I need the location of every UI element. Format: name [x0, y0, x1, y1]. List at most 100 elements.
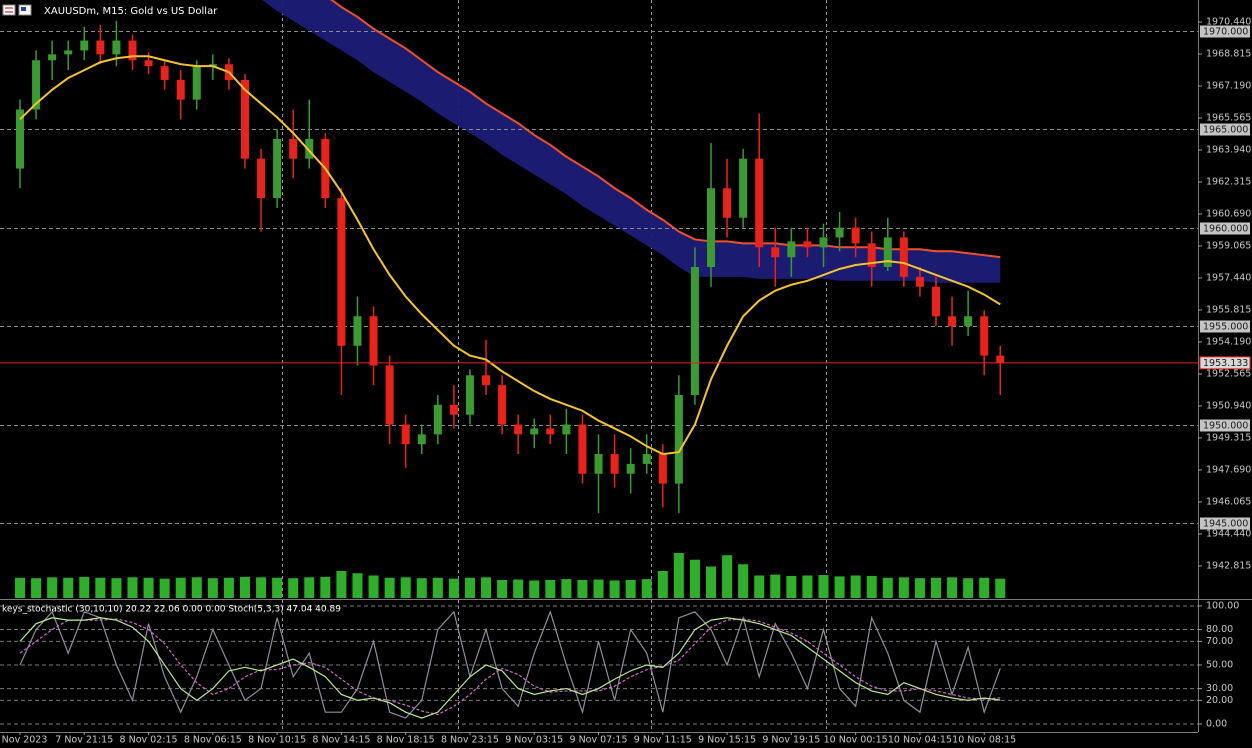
volume-bar: [738, 564, 749, 598]
candle-body: [546, 428, 555, 435]
candle-body: [755, 158, 764, 248]
x-tick-label: 9 Nov 07:15: [570, 735, 628, 746]
candle-body: [578, 424, 587, 474]
moving-average: [19, 55, 1001, 456]
candle-body: [948, 316, 957, 327]
level-label: 1960.000: [1203, 224, 1248, 235]
volume-bar: [288, 578, 299, 598]
y-tick-label: 1963.940: [1206, 145, 1251, 156]
candle-body: [112, 40, 121, 55]
y-tick-label: 0.00: [1206, 718, 1227, 729]
candle-body: [835, 227, 844, 238]
level-tag: [1200, 123, 1250, 136]
volume-bar: [914, 578, 925, 598]
stochastic-pane: [0, 605, 1198, 725]
volume-bar: [448, 578, 459, 598]
y-tick-label: 1952.565: [1206, 369, 1251, 380]
candle-body: [337, 198, 346, 346]
volume-bar: [818, 575, 829, 598]
volume-bar: [898, 577, 909, 598]
candle-body: [353, 316, 362, 346]
indicator-line: [19, 617, 1001, 719]
x-tick-label: 8 Nov 14:15: [312, 735, 370, 746]
y-tick-label: 100.00: [1206, 600, 1239, 611]
level-label: 1965.000: [1203, 125, 1248, 136]
y-tick-label: 1959.065: [1206, 241, 1251, 252]
candle-body: [144, 60, 153, 67]
candle-body: [160, 66, 169, 80]
volume-bar: [979, 577, 990, 598]
y-tick-label: 1944.440: [1206, 529, 1251, 540]
candle-body: [530, 428, 539, 435]
volume-bar: [256, 577, 267, 598]
volume-bar: [722, 555, 733, 598]
last-price-label: 1953.133: [1203, 358, 1248, 369]
y-tick-label: 1970.440: [1206, 17, 1251, 28]
candle-body: [514, 424, 523, 435]
y-tick-label: 1954.190: [1206, 337, 1251, 348]
candle-body: [626, 463, 635, 474]
volume-bar: [802, 575, 813, 598]
volume-bar: [336, 571, 347, 598]
candle-body: [48, 54, 57, 61]
candle-body: [996, 355, 1005, 363]
band-upper-line: [330, 0, 1001, 259]
indicator-line: [19, 618, 1001, 716]
candle-body: [867, 243, 876, 268]
candle-body: [883, 237, 892, 268]
y-tick-label: 30.00: [1206, 683, 1233, 694]
candle-body: [851, 227, 860, 244]
volume-bar: [47, 577, 58, 598]
candle-body: [64, 50, 73, 55]
volume-bar: [159, 578, 170, 598]
volume-bar: [127, 577, 138, 598]
level-label: 1955.000: [1203, 322, 1248, 333]
volume-bar: [400, 577, 411, 598]
level-tag: [1200, 419, 1250, 432]
candle-body: [176, 79, 185, 100]
candle-body: [658, 454, 667, 484]
x-tick-label: 10 Nov 04:15: [888, 735, 952, 746]
x-tick-label: 8 Nov 06:15: [184, 735, 242, 746]
candle-body: [723, 188, 732, 218]
x-tick-label: 9 Nov 03:15: [505, 735, 563, 746]
y-tick-label: 1962.315: [1206, 177, 1251, 188]
volume-bar: [577, 580, 588, 598]
volume-bar: [995, 578, 1006, 598]
candle-body: [964, 316, 973, 327]
volume-bar: [15, 577, 25, 598]
y-tick-label: 1957.440: [1206, 273, 1251, 284]
volume-bar: [497, 580, 508, 598]
volume-bar: [963, 578, 974, 598]
candle-body: [96, 40, 105, 55]
y-tick-label: 1949.315: [1206, 433, 1251, 444]
x-tick-label: 7 Nov 2023: [0, 735, 47, 746]
main-pane: [0, 0, 1198, 598]
y-tick-label: 50.00: [1206, 659, 1233, 670]
chart-title: XAUUSDm, M15: Gold vs US Dollar: [44, 6, 218, 17]
y-tick-label: 1947.690: [1206, 465, 1251, 476]
candle-body: [273, 139, 282, 199]
candle-body: [787, 241, 796, 258]
y-tick-label: 1950.940: [1206, 401, 1251, 412]
volume-bar: [513, 579, 524, 598]
candle-body: [803, 241, 812, 248]
y-tick-label: 20.00: [1206, 695, 1233, 706]
volume-bar: [673, 553, 684, 598]
y-tick-label: 1946.065: [1206, 497, 1251, 508]
volume-bar: [754, 575, 765, 598]
volume-bar: [111, 578, 122, 598]
level-label: 1950.000: [1203, 421, 1248, 432]
x-tick-label: 10 Nov 08:15: [952, 735, 1016, 746]
volume-bar: [432, 577, 443, 598]
level-label: 1945.000: [1203, 519, 1248, 530]
indicator-line: [19, 610, 1001, 719]
volume-bar: [481, 577, 492, 598]
volume-bar: [175, 577, 186, 598]
volume-bar: [207, 578, 218, 598]
volume-bar: [706, 566, 717, 598]
y-tick-label: 1968.815: [1206, 49, 1251, 60]
